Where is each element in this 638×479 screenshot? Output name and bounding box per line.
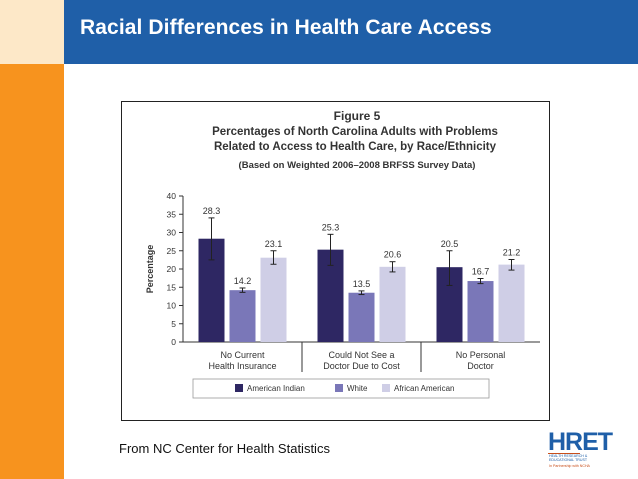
y-tick-label: 15 <box>167 282 177 292</box>
data-label: 20.6 <box>384 250 402 260</box>
data-label: 23.1 <box>265 239 283 249</box>
logo-partner: In Partnership with NCHA <box>549 464 590 468</box>
y-tick-label: 25 <box>167 246 177 256</box>
chart-subtitle: (Based on Weighted 2006–2008 BRFSS Surve… <box>239 160 476 171</box>
hret-logo: HRET HEALTH RESEARCH & EDUCATIONAL TRUST… <box>548 428 618 474</box>
y-tick-label: 20 <box>167 264 177 274</box>
bar-african-american <box>260 257 287 342</box>
logo-line-2: EDUCATIONAL TRUST <box>549 458 588 463</box>
chart-frame: Figure 5 Percentages of North Carolina Ad… <box>121 101 550 421</box>
figure-label: Figure 5 <box>334 109 381 123</box>
data-label: 14.2 <box>234 276 252 286</box>
data-label: 25.3 <box>322 222 340 232</box>
source-note: From NC Center for Health Statistics <box>119 441 330 456</box>
logo-divider <box>548 453 580 454</box>
category-label: Doctor <box>467 361 494 371</box>
y-tick-label: 5 <box>171 319 176 329</box>
chart-title-line-1: Percentages of North Carolina Adults wit… <box>212 126 498 138</box>
side-accent-top <box>0 0 64 64</box>
bar-african-american <box>379 266 406 342</box>
logo-tagline: HEALTH RESEARCH & EDUCATIONAL TRUST <box>549 454 621 463</box>
data-label: 13.5 <box>353 279 371 289</box>
legend-label: American Indian <box>247 384 305 393</box>
legend-swatch <box>335 384 343 392</box>
y-tick-label: 40 <box>167 191 177 201</box>
y-tick-label: 35 <box>167 209 177 219</box>
bar-african-american <box>498 264 525 342</box>
y-axis-label: Percentage <box>145 245 155 294</box>
legend-swatch <box>382 384 390 392</box>
y-tick-label: 10 <box>167 301 177 311</box>
logo-wordmark: HRET <box>548 428 613 456</box>
legend-label: White <box>347 384 368 393</box>
legend-swatch <box>235 384 243 392</box>
logo-line-1: HEALTH RESEARCH & <box>549 454 588 458</box>
data-label: 21.2 <box>503 248 521 258</box>
category-label: Health Insurance <box>208 361 276 371</box>
bar-chart: Figure 5 Percentages of North Carolina Ad… <box>145 109 540 399</box>
slide-title: Racial Differences in Health Care Access <box>80 16 492 39</box>
data-label: 16.7 <box>472 266 490 276</box>
legend-label: African American <box>394 384 454 393</box>
category-label: No Personal <box>456 350 506 360</box>
data-label: 20.5 <box>441 239 459 249</box>
title-bar <box>64 0 638 64</box>
side-accent-bar <box>0 0 64 479</box>
y-tick-label: 0 <box>171 337 176 347</box>
chart-title-line-2: Related to Access to Health Care, by Rac… <box>214 141 497 153</box>
bar-white <box>467 281 494 342</box>
y-tick-label: 30 <box>167 228 177 238</box>
category-label: No Current <box>220 350 265 360</box>
data-label: 28.3 <box>203 206 221 216</box>
bar-white <box>348 292 375 342</box>
category-label: Could Not See a <box>328 350 394 360</box>
bar-white <box>229 290 256 342</box>
category-label: Doctor Due to Cost <box>323 361 400 371</box>
